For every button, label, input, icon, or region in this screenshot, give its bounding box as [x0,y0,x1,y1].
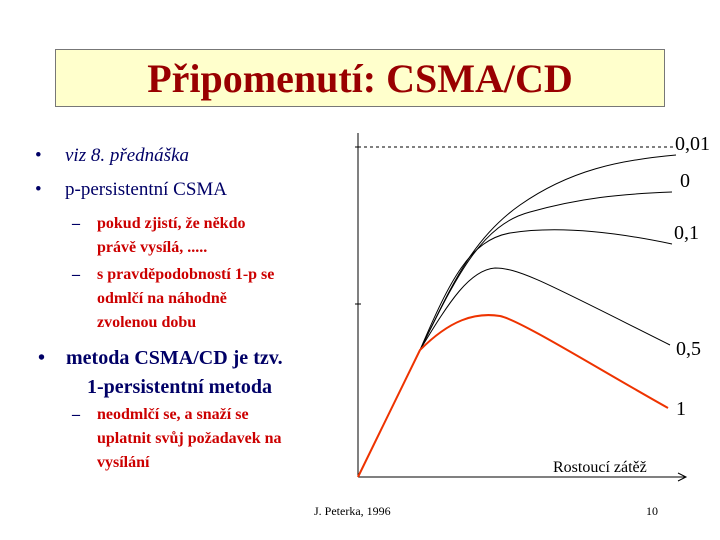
sub-bullet-line: právě vysílá, ..... [97,239,208,256]
sub-bullet-dash: – [72,406,80,423]
sub-bullet-line: pokud zjistí, že někdo [97,215,246,232]
bullet-text: 1-persistentní metoda [87,376,272,398]
series-label-0: 0 [680,170,690,192]
bullet-dot: • [35,179,42,200]
slide-title: Připomenutí: CSMA/CD [147,56,573,101]
curve-series-1 [357,314,669,478]
bullet-dot: • [38,347,46,369]
sub-bullet-line: odmlčí na náhodně [97,290,227,307]
series-label-0-1: 0,1 [674,222,699,244]
page-number: 10 [646,504,658,518]
curve-series-0-5 [419,267,671,351]
sub-bullet-line: s pravděpodobností 1-p se [97,266,275,283]
title-box: Připomenutí: CSMA/CD [55,49,665,107]
series-label-0-01: 0,01 [675,133,710,155]
sub-bullet-line: zvolenou dobu [97,314,197,331]
curve-series-0-1 [419,229,673,351]
bullet-dot: • [35,145,42,166]
sub-bullet-line: vysílání [97,454,150,471]
sub-bullet-line: neodmlčí se, a snaží se [97,406,249,423]
curve-series-0 [419,191,673,351]
sub-bullet-dash: – [72,266,80,283]
series-label-0-5: 0,5 [676,338,701,360]
x-axis-label: Rostoucí zátěž [553,459,647,476]
bullet-text: p-persistentní CSMA [65,179,228,200]
sub-bullet-dash: – [72,215,80,232]
footer-author: J. Peterka, 1996 [314,504,391,518]
bullet-text: viz 8. přednáška [65,145,190,166]
sub-bullet-line: uplatnit svůj požadavek na [97,430,282,447]
bullet-text: metoda CSMA/CD je tzv. [66,347,283,369]
x-axis-arrow [677,472,688,482]
series-label-1: 1 [676,398,686,420]
